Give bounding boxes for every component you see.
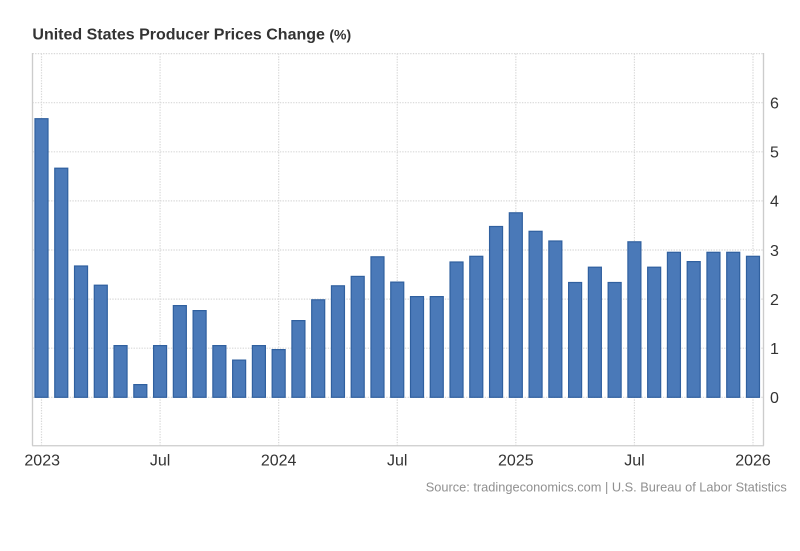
svg-text:2026: 2026 [735,453,771,470]
svg-text:1: 1 [770,341,779,358]
svg-text:2025: 2025 [498,453,534,470]
svg-text:5: 5 [770,145,779,162]
svg-text:2024: 2024 [261,453,297,470]
svg-text:Jul: Jul [624,453,644,470]
svg-text:United States Producer Prices: United States Producer Prices Change (%) [32,27,351,44]
svg-text:4: 4 [770,194,779,211]
svg-text:6: 6 [770,96,779,113]
svg-text:Source: tradingeconomics.com |: Source: tradingeconomics.com | U.S. Bure… [426,480,787,495]
svg-text:2: 2 [770,292,779,309]
svg-text:Jul: Jul [387,453,407,470]
svg-text:3: 3 [770,243,779,260]
svg-text:2023: 2023 [24,453,60,470]
svg-text:0: 0 [770,390,779,407]
svg-text:Jul: Jul [150,453,170,470]
